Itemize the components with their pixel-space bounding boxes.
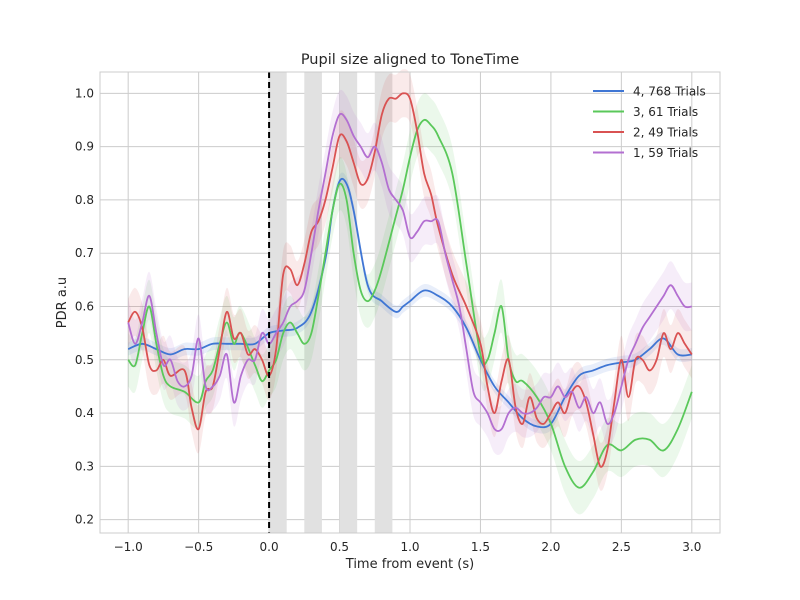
series-line [127,177,692,429]
legend: 4, 768 Trials 3, 61 Trials 2, 49 Trials 1, … [593,85,706,160]
legend-label: 4, 768 Trials [633,85,706,99]
y-tick-label: 0.9 [75,140,94,154]
y-tick-label: 0.5 [75,353,94,367]
x-tick-label: 0.0 [260,540,279,554]
legend-label: 3, 61 Trials [633,105,698,119]
legend-label: 2, 49 Trials [633,126,698,140]
y-tick-label: 0.3 [75,459,94,473]
y-tick-label: 1.0 [75,86,94,100]
series-band [128,172,692,434]
legend-label: 1, 59 Trials [633,146,698,160]
y-tick-label: 0.2 [75,513,94,527]
y-axis-label: PDR a.u [55,277,70,328]
y-tick-label: 0.6 [75,299,94,313]
x-tick-labels: −1.0 −0.5 0.0 0.5 1.0 1.5 2.0 2.5 3.0 [114,540,702,554]
series-lines [127,92,693,489]
y-tick-label: 0.4 [75,406,94,420]
x-tick-label: 2.0 [541,540,560,554]
x-tick-label: −0.5 [184,540,213,554]
y-tick-labels: 0.2 0.3 0.4 0.5 0.6 0.7 0.8 0.9 1.0 [75,86,94,526]
shaded-interval [269,72,287,533]
y-tick-label: 0.8 [75,193,94,207]
x-tick-label: 1.5 [471,540,490,554]
series-line [127,92,693,468]
x-tick-label: 0.5 [330,540,349,554]
series-band [128,93,692,515]
x-tick-label: −1.0 [114,540,143,554]
x-tick-label: 2.5 [612,540,631,554]
plot-frame [99,71,721,534]
shaded-interval [304,72,322,533]
x-tick-label: 3.0 [682,540,701,554]
chart-title: Pupil size aligned to ToneTime [301,52,519,68]
x-tick-label: 1.0 [400,540,419,554]
x-axis-label: Time from event (s) [345,557,474,572]
series-line [127,112,692,432]
y-tick-label: 0.7 [75,246,94,260]
